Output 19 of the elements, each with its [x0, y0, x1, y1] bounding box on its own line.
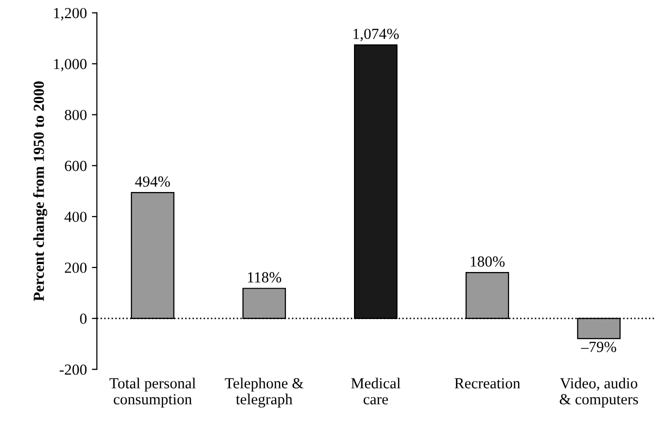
- y-tick-label: 200: [64, 262, 87, 273]
- y-tick-label: -200: [60, 364, 87, 375]
- data-label: 118%: [248, 272, 282, 283]
- y-tick-label: 600: [64, 160, 87, 172]
- data-label: 1,074%: [354, 28, 399, 42]
- y-axis-title: Percent change from 1950 to 2000: [33, 81, 48, 302]
- x-tick-label: Telephone & telegraph: [224, 378, 304, 408]
- x-tick-label: Medical care: [351, 378, 400, 404]
- data-label: 494%: [135, 176, 170, 187]
- x-tick-label: Recreation: [454, 378, 520, 388]
- y-tick-label: 1,000: [54, 58, 87, 72]
- y-tick-label: 1,200: [54, 8, 87, 20]
- y-tick-label: 0: [80, 314, 87, 324]
- x-tick-label: Total personal consumption: [110, 378, 196, 408]
- x-tick-label: Video, audio & computers: [560, 378, 638, 408]
- y-tick-label: 400: [64, 212, 87, 222]
- y-tick-label: 800: [64, 110, 87, 120]
- data-label: 180%: [470, 256, 505, 267]
- data-label: –79%: [580, 342, 616, 352]
